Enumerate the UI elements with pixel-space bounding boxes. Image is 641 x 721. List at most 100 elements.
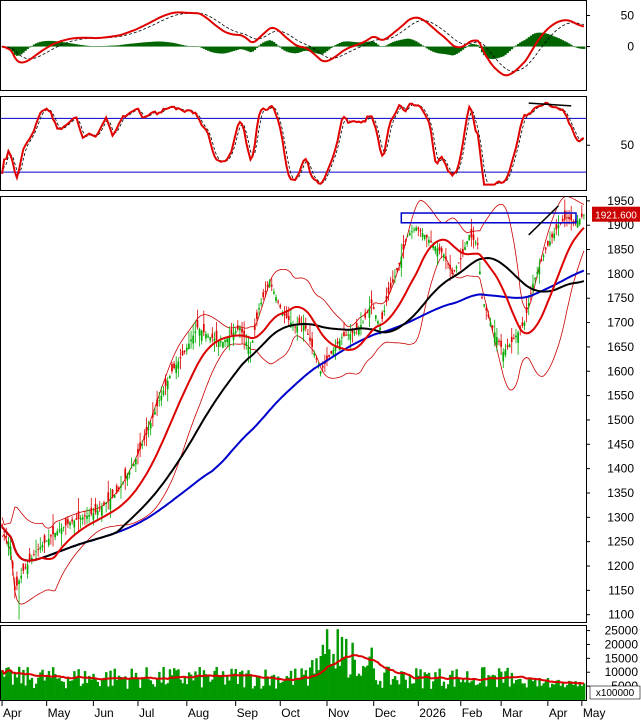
volume-bar: [502, 682, 505, 700]
x-tick-label: Apr: [3, 706, 22, 720]
volume-bar: [400, 671, 403, 700]
volume-bar: [34, 683, 38, 700]
candle-body: [529, 293, 532, 294]
macd-histogram-bar: [92, 46, 95, 47]
volume-bar: [436, 678, 439, 700]
candle-body: [321, 365, 324, 368]
volume-bar: [60, 681, 63, 700]
macd-histogram-bar: [534, 33, 537, 47]
volume-bar: [113, 668, 116, 700]
volume-bar: [181, 683, 184, 700]
macd-histogram-bar: [79, 44, 82, 47]
candle-body: [1, 524, 3, 528]
volume-bar: [270, 675, 274, 700]
candle-body: [239, 327, 241, 331]
macd-histogram-bar: [523, 40, 526, 47]
candle-body: [549, 241, 551, 246]
macd-histogram-bar: [34, 43, 38, 47]
candle-body: [345, 334, 347, 336]
volume-bar: [463, 682, 467, 700]
candle-body: [313, 353, 316, 356]
candle-body: [387, 287, 390, 294]
volume-bar: [519, 678, 522, 700]
volume-multiplier-box: [589, 685, 641, 700]
volume-bar: [366, 665, 369, 700]
macd-histogram-bar: [66, 42, 70, 47]
volume-bar: [109, 670, 112, 700]
volume-bar: [251, 688, 255, 700]
volume-bar: [22, 669, 25, 700]
x-tick-label: Apr: [549, 706, 568, 720]
candle-body: [7, 541, 10, 547]
macd-histogram-bar: [147, 42, 150, 47]
macd-histogram-bar: [487, 46, 490, 59]
macd-histogram-bar: [124, 44, 127, 47]
stochastic-frame: [0, 96, 587, 191]
macd-histogram-bar: [170, 42, 174, 47]
macd-histogram-bar: [570, 44, 573, 47]
macd-histogram-bar: [13, 46, 17, 55]
volume-bar: [173, 668, 176, 700]
macd-histogram-bar: [457, 46, 461, 53]
candle-body: [168, 376, 171, 379]
macd-histogram-bar: [41, 41, 44, 47]
candle-body: [230, 329, 233, 335]
macd-histogram-bar: [83, 45, 87, 47]
candle-body: [302, 322, 305, 331]
candle-body: [194, 331, 197, 334]
volume-bar: [81, 683, 85, 700]
macd-histogram-bar: [249, 46, 252, 53]
candle-body: [86, 515, 88, 519]
candle-body: [381, 312, 384, 319]
macd-histogram-bar: [88, 45, 91, 47]
stochastic-d-line: [1, 103, 585, 185]
volume-bar: [362, 665, 365, 700]
candle-body: [128, 471, 131, 475]
volume-bar: [264, 669, 267, 700]
volume-bar: [58, 677, 61, 700]
candle-body: [428, 239, 430, 243]
macd-histogram-bar: [62, 42, 66, 47]
volume-bar: [391, 678, 395, 700]
macd-histogram-bar: [572, 46, 575, 47]
candle-body: [94, 503, 97, 513]
candle-body: [402, 243, 405, 250]
macd-histogram-bar: [151, 41, 155, 47]
macd-histogram-bar: [187, 46, 191, 47]
macd-histogram-bar: [238, 46, 242, 50]
price-tick-label: 1250: [607, 535, 634, 549]
macd-histogram-bar: [359, 42, 363, 47]
macd-histogram-bar: [563, 41, 567, 47]
macd-histogram-bar: [226, 46, 229, 53]
volume-bar: [124, 676, 127, 700]
candle-body: [347, 334, 350, 336]
volume-bar: [415, 668, 418, 700]
macd-histogram-bar: [105, 45, 108, 47]
candle-body: [13, 586, 16, 591]
candle-body: [132, 463, 135, 467]
volume-bar: [115, 679, 119, 700]
candle-body: [498, 340, 500, 343]
volume-bar: [419, 669, 422, 700]
candle-body: [349, 333, 352, 340]
resistance-zone-box: [400, 212, 577, 224]
macd-histogram-bar: [98, 46, 102, 47]
macd-histogram-bar: [17, 46, 21, 56]
candle-body: [394, 275, 396, 277]
candle-body: [249, 351, 252, 353]
volume-panel: 250002000015000100005000x100000: [0, 624, 641, 701]
volume-bar: [559, 685, 562, 700]
macd-histogram-bar: [432, 46, 435, 52]
macd-histogram-bar: [119, 44, 123, 47]
macd-histogram-bar: [262, 42, 265, 47]
price-tick-label: 1700: [607, 316, 634, 330]
macd-frame: [0, 0, 587, 91]
volume-bar: [440, 685, 444, 700]
volume-bar: [487, 675, 490, 700]
macd-histogram-bar: [347, 41, 350, 47]
macd-histogram-bar: [548, 34, 552, 47]
candle-body: [408, 233, 411, 236]
candle-body: [391, 279, 394, 282]
volume-bar: [98, 686, 102, 700]
candle-body: [532, 283, 534, 289]
